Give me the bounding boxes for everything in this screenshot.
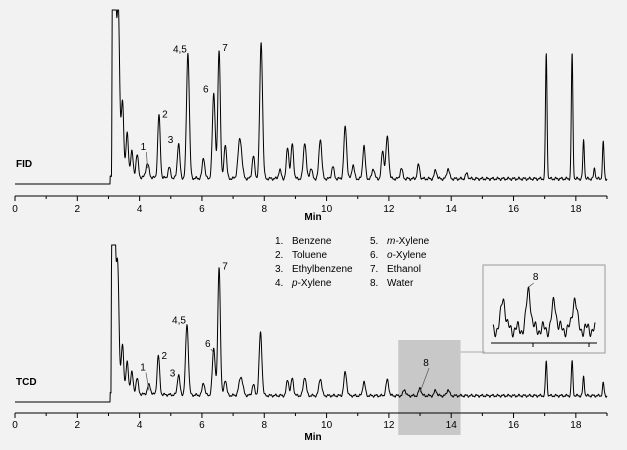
x-tick-label: 6 (199, 420, 205, 431)
x-tick-label: 8 (261, 420, 267, 431)
highlight-region (398, 340, 461, 435)
peak-label: 8 (423, 358, 429, 369)
legend-compound: Toluene (292, 250, 327, 261)
x-tick-label: 4 (137, 204, 143, 215)
legend-compound-name: Water (387, 278, 414, 289)
legend-compound: m-Xylene (387, 236, 430, 247)
x-axis-title: Min (304, 212, 321, 223)
legend-number: 5. (370, 236, 378, 247)
legend-number: 4. (275, 278, 283, 289)
legend-compound: Water (387, 278, 414, 289)
peak-label: 3 (170, 369, 176, 380)
x-tick-label: 2 (75, 204, 81, 215)
x-tick-label: 8 (261, 204, 267, 215)
peak-label: 2 (162, 351, 168, 362)
peak-leader-line (210, 348, 215, 354)
legend-compound-prefix: o- (387, 250, 397, 261)
panel-label: TCD (16, 377, 37, 388)
legend-number: 6. (370, 250, 378, 261)
panel-label: FID (16, 159, 32, 170)
x-tick-label: 16 (508, 420, 520, 431)
peak-label: 4,5 (172, 315, 186, 326)
x-tick-label: 16 (508, 204, 520, 215)
peak-label: 4,5 (173, 45, 187, 56)
legend-compound: Benzene (292, 236, 332, 247)
peak-label: 3 (168, 135, 174, 146)
legend-compound-name: Benzene (292, 236, 332, 247)
peak-label: 7 (222, 43, 228, 54)
x-tick-label: 12 (383, 204, 395, 215)
peak-leader-line (145, 372, 150, 391)
chromatogram-trace (14, 244, 608, 403)
legend-compound-name: Ethylbenzene (292, 264, 353, 275)
legend-compound: Ethanol (387, 264, 421, 275)
peak-label: 7 (222, 261, 228, 272)
peak-label: 6 (203, 85, 209, 96)
x-tick-label: 0 (12, 204, 18, 215)
x-tick-label: 0 (12, 420, 18, 431)
legend-number: 8. (370, 278, 378, 289)
legend-compound-name: Xylene (396, 250, 427, 261)
x-tick-label: 18 (570, 204, 582, 215)
inset-zoom-box (482, 264, 606, 354)
x-tick-label: 10 (321, 420, 333, 431)
peak-label: 2 (162, 109, 168, 120)
inset-peak-label: 8 (533, 272, 539, 283)
x-tick-label: 4 (137, 420, 143, 431)
legend-compound-prefix: m- (387, 236, 399, 247)
x-tick-label: 10 (321, 204, 333, 215)
legend-number: 7. (370, 264, 378, 275)
peak-label: 1 (141, 142, 147, 153)
inset-trace (492, 286, 596, 338)
x-tick-label: 2 (75, 420, 81, 431)
peak-label: 1 (140, 363, 146, 374)
legend-number: 1. (275, 236, 283, 247)
x-tick-label: 14 (446, 420, 458, 431)
legend-number: 3. (275, 264, 283, 275)
legend-compound-prefix: p- (291, 278, 302, 289)
peak-label: 6 (205, 339, 211, 350)
x-tick-label: 6 (199, 204, 205, 215)
legend-compound-name: Xylene (301, 278, 332, 289)
legend-compound: p-Xylene (291, 278, 332, 289)
chromatogram-trace (14, 9, 608, 185)
peak-leader-line (419, 368, 430, 393)
inset-peak-leader (528, 282, 534, 288)
x-tick-label: 12 (383, 420, 395, 431)
peak-leader-line (146, 152, 148, 169)
x-tick-label: 18 (570, 420, 582, 431)
legend-compound-name: Toluene (292, 250, 327, 261)
legend-number: 2. (275, 250, 283, 261)
legend-compound-name: Xylene (399, 236, 430, 247)
x-tick-label: 14 (446, 204, 458, 215)
x-axis-title: Min (304, 432, 321, 443)
legend-compound: o-Xylene (387, 250, 427, 261)
legend-compound: Ethylbenzene (292, 264, 353, 275)
legend-compound-name: Ethanol (387, 264, 421, 275)
